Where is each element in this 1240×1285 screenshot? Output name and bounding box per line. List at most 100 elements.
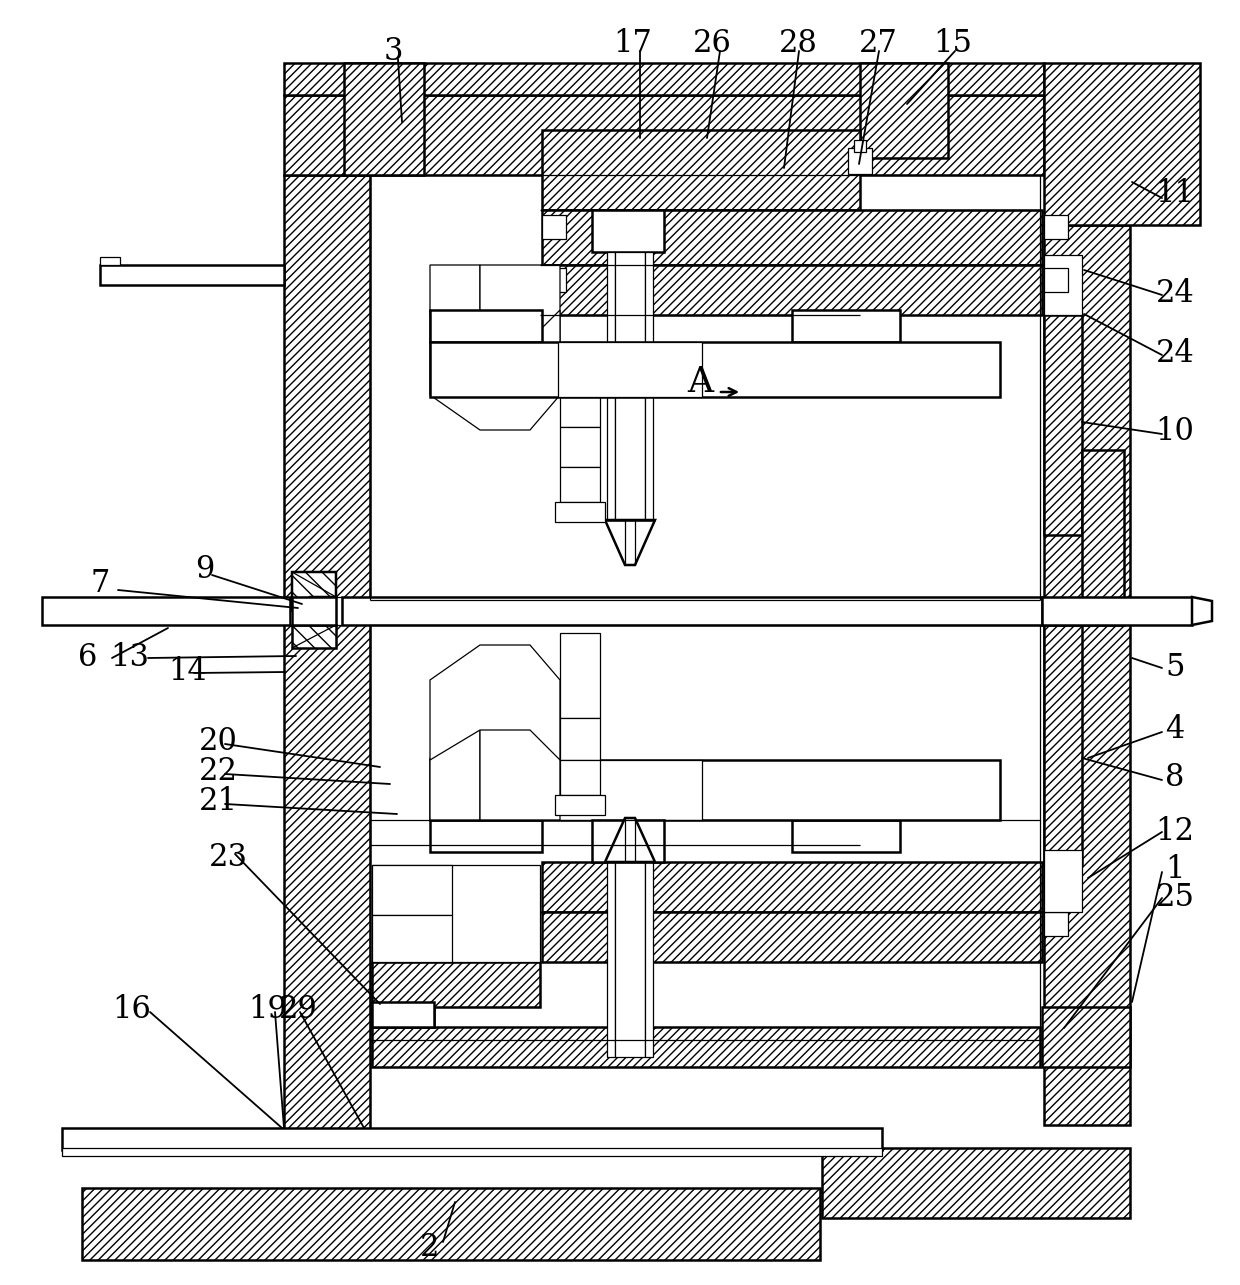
Text: 21: 21 bbox=[198, 786, 238, 817]
Polygon shape bbox=[605, 819, 655, 862]
Text: 25: 25 bbox=[1156, 882, 1194, 912]
Bar bbox=[430, 759, 999, 820]
Text: 24: 24 bbox=[1156, 338, 1194, 369]
Bar bbox=[556, 502, 605, 522]
Text: 8: 8 bbox=[1166, 762, 1184, 794]
Bar bbox=[558, 342, 702, 397]
Bar bbox=[1044, 269, 1068, 292]
Bar bbox=[1044, 215, 1068, 239]
Text: 24: 24 bbox=[1156, 278, 1194, 308]
Bar bbox=[560, 427, 600, 466]
Bar bbox=[542, 265, 1042, 315]
Bar bbox=[560, 718, 600, 759]
Bar bbox=[100, 265, 284, 285]
Bar bbox=[542, 862, 1042, 912]
Bar bbox=[62, 1148, 882, 1157]
Text: 3: 3 bbox=[383, 36, 403, 68]
Text: 9: 9 bbox=[196, 555, 215, 586]
Bar bbox=[284, 175, 370, 1130]
Polygon shape bbox=[430, 265, 480, 341]
Bar bbox=[645, 252, 653, 520]
Polygon shape bbox=[430, 310, 560, 430]
Bar bbox=[591, 820, 663, 862]
Bar bbox=[284, 63, 1044, 95]
Bar bbox=[560, 634, 600, 718]
Bar bbox=[615, 252, 645, 520]
Polygon shape bbox=[480, 265, 560, 394]
Bar bbox=[100, 257, 120, 265]
Bar bbox=[342, 598, 1042, 625]
Bar bbox=[645, 862, 653, 1058]
Bar bbox=[542, 209, 1042, 265]
Text: 26: 26 bbox=[693, 28, 732, 59]
Text: 17: 17 bbox=[614, 28, 652, 59]
Bar bbox=[1044, 862, 1068, 885]
Bar bbox=[372, 1007, 434, 1027]
Bar bbox=[284, 95, 1044, 175]
Bar bbox=[1083, 450, 1123, 625]
Bar bbox=[558, 759, 702, 820]
Text: 6: 6 bbox=[78, 642, 98, 673]
Bar bbox=[542, 130, 861, 209]
Text: 29: 29 bbox=[279, 995, 317, 1025]
Bar bbox=[792, 820, 900, 852]
Text: 22: 22 bbox=[198, 757, 238, 788]
Text: 27: 27 bbox=[858, 28, 898, 59]
Polygon shape bbox=[1192, 598, 1211, 625]
Bar bbox=[1042, 1007, 1130, 1067]
Polygon shape bbox=[480, 680, 560, 820]
Bar bbox=[1042, 598, 1192, 625]
Bar bbox=[542, 215, 565, 239]
Text: 10: 10 bbox=[1156, 416, 1194, 447]
Bar bbox=[848, 148, 872, 173]
Bar bbox=[854, 140, 866, 152]
Bar bbox=[560, 342, 600, 427]
Bar bbox=[1044, 225, 1130, 1124]
Bar bbox=[372, 962, 539, 1007]
Bar bbox=[792, 310, 900, 342]
Text: 4: 4 bbox=[1166, 714, 1184, 745]
Text: 1: 1 bbox=[1166, 855, 1184, 885]
Bar bbox=[591, 209, 663, 252]
Text: 14: 14 bbox=[169, 657, 207, 687]
Text: 16: 16 bbox=[113, 995, 151, 1025]
Polygon shape bbox=[291, 625, 336, 648]
Polygon shape bbox=[291, 572, 336, 610]
Bar bbox=[372, 1002, 434, 1027]
Text: 13: 13 bbox=[110, 641, 150, 672]
Bar bbox=[62, 1128, 882, 1150]
Text: 19: 19 bbox=[249, 995, 288, 1025]
Bar bbox=[1044, 912, 1068, 935]
Bar bbox=[82, 1189, 820, 1261]
Bar bbox=[615, 862, 645, 1058]
Text: 23: 23 bbox=[208, 842, 248, 873]
Text: 12: 12 bbox=[1156, 816, 1194, 848]
Text: 7: 7 bbox=[91, 568, 109, 600]
Bar bbox=[372, 1027, 1040, 1067]
Bar bbox=[1044, 625, 1083, 865]
Polygon shape bbox=[430, 645, 560, 759]
Text: 15: 15 bbox=[934, 28, 972, 59]
Bar bbox=[430, 310, 542, 342]
Text: 28: 28 bbox=[779, 28, 817, 59]
Bar bbox=[608, 252, 615, 520]
Text: A: A bbox=[687, 365, 713, 400]
Bar bbox=[372, 865, 539, 962]
Polygon shape bbox=[430, 720, 480, 820]
Bar bbox=[560, 759, 600, 795]
Polygon shape bbox=[605, 520, 655, 565]
Bar bbox=[343, 63, 424, 175]
Bar bbox=[291, 598, 336, 625]
Bar bbox=[542, 912, 1042, 962]
Bar bbox=[1044, 849, 1083, 912]
Bar bbox=[556, 795, 605, 815]
Bar bbox=[1044, 63, 1200, 225]
Text: 2: 2 bbox=[420, 1232, 440, 1263]
Text: 20: 20 bbox=[198, 726, 237, 757]
Bar bbox=[560, 466, 600, 502]
Bar bbox=[1044, 254, 1083, 315]
Bar bbox=[608, 862, 615, 1058]
Bar bbox=[822, 1148, 1130, 1218]
Text: 5: 5 bbox=[1166, 653, 1184, 684]
Bar bbox=[542, 269, 565, 292]
